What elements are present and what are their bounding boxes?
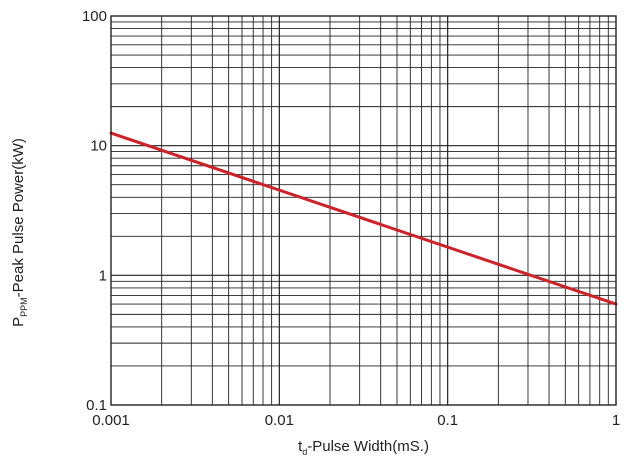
x-tick-label: 0.1 <box>437 412 458 429</box>
plot-frame <box>110 15 617 406</box>
x-axis-title-subscript: d <box>302 447 307 457</box>
x-tick-label: 0.001 <box>92 412 130 429</box>
y-axis-title-subscript: PPM <box>19 297 29 317</box>
y-tick-label: 0.1 <box>86 397 107 414</box>
y-tick-label: 100 <box>82 8 107 25</box>
y-tick-label: 10 <box>90 138 107 155</box>
x-tick-label: 1 <box>612 412 620 429</box>
y-axis-title-rest: -Peak Pulse Power(kW) <box>10 138 27 297</box>
x-axis-title: td-Pulse Width(mS.) <box>298 438 429 457</box>
grid <box>111 16 616 405</box>
x-tick-label: 0.01 <box>265 412 294 429</box>
y-axis-title-main: P <box>10 317 27 327</box>
y-tick-labels: 0.1 1 10 100 <box>82 8 107 414</box>
series-line <box>109 131 618 306</box>
x-tick-labels: 0.001 0.01 0.1 1 <box>92 412 620 429</box>
y-tick-label: 1 <box>99 267 107 284</box>
x-axis-title-main: t <box>298 438 303 455</box>
series-layer <box>109 131 618 306</box>
x-axis-title-rest: -Pulse Width(mS.) <box>307 438 429 455</box>
y-axis-title: PPPM-Peak Pulse Power(kW) <box>10 138 29 327</box>
